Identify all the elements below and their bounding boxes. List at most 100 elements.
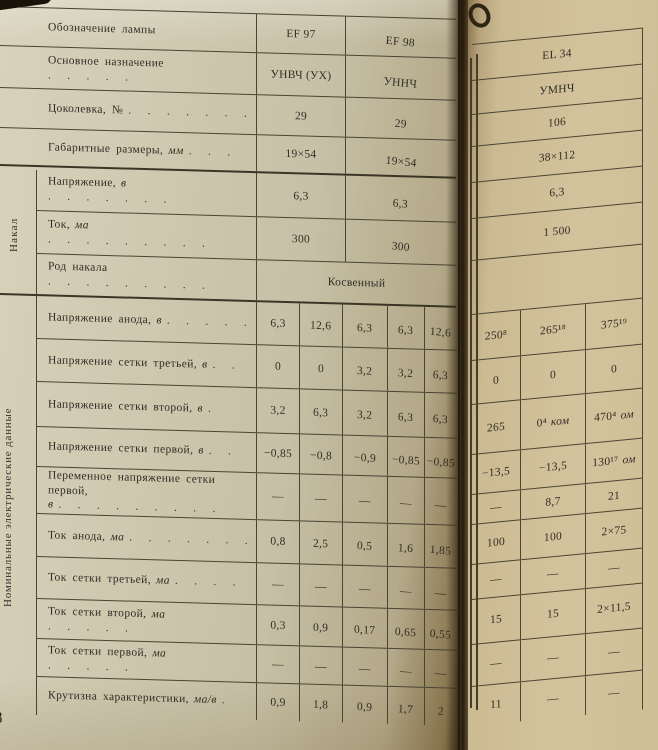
row-label-text: Напряжение анода, <box>48 310 152 326</box>
dot-leader: . . . . . <box>48 619 134 635</box>
cell-text: 6,3 <box>270 317 286 330</box>
cell-value: −0,9 <box>342 435 387 476</box>
cell-value: — <box>257 563 299 605</box>
cell-value: 6,3 <box>257 302 299 345</box>
cell-text: 6,3 <box>392 196 409 211</box>
cell-value: 300 <box>257 217 345 261</box>
cell-text: −0,85 <box>263 446 293 460</box>
cell-value: — <box>387 566 424 609</box>
cell-value: 0,3 <box>257 605 299 645</box>
section-divider-line <box>36 170 37 715</box>
cell-text: — <box>608 561 620 575</box>
cell-text: 265¹⁸ <box>539 322 567 337</box>
cell-text: 0 <box>549 368 557 381</box>
cell-value: 6,3 <box>345 175 456 222</box>
cell-text: — <box>272 490 284 503</box>
cell-text: −0,85 <box>391 453 421 468</box>
cell-text: 3,2 <box>357 408 373 422</box>
cell-value: 6,3 <box>387 305 424 349</box>
row-label-text: Напряжение сетки третьей, <box>48 353 198 371</box>
cell-text: 6,3 <box>397 411 414 425</box>
section-strip-cell <box>0 128 37 165</box>
cell-value: 0,8 <box>257 520 299 563</box>
row-label: Обозначение лампы <box>37 8 256 52</box>
cell-text: 8,7 <box>545 494 561 509</box>
row-values: 0,3 0,9 0,17 0,65 0,55 <box>256 605 457 650</box>
row-values: 0,9 1,8 0,9 1,7 2 <box>256 683 457 726</box>
cell-text: — <box>272 578 284 591</box>
cell-unit: ом <box>622 452 636 467</box>
cell-text: — <box>490 656 502 670</box>
cell-value: Косвенный <box>257 260 456 306</box>
cell-text: 300 <box>291 233 311 246</box>
row-values: 29 29 <box>256 95 456 140</box>
row-unit: мм <box>168 144 184 157</box>
cell-text: 15 <box>546 607 560 621</box>
row-values: 3,2 6,3 3,2 6,3 6,3 <box>256 388 457 438</box>
cell-value: 21 <box>585 478 642 514</box>
cell-text: 19×54 <box>285 147 317 161</box>
cell-text: 1,7 <box>397 702 414 716</box>
cell-value: 29 <box>257 95 345 136</box>
cell-value: — <box>520 634 585 682</box>
cell-value: — <box>472 560 520 599</box>
cell-text: 2,5 <box>313 537 329 551</box>
cell-value: — <box>472 490 520 524</box>
section-strip-cell <box>0 88 37 128</box>
cell-text: −13,5 <box>481 464 511 480</box>
row-label: Крутизна характеристики, ма/в. <box>37 677 256 720</box>
cell-value: 19×54 <box>257 135 345 173</box>
cell-text: 29 <box>394 117 408 131</box>
cell-value: УННЧ <box>345 55 456 100</box>
cell-text: — <box>314 580 327 593</box>
cell-unit: ом <box>620 407 634 422</box>
dot-leader: . . <box>212 358 241 372</box>
cell-value: 3,2 <box>342 347 387 391</box>
cell-value: 3,2 <box>387 348 424 392</box>
cell-value: 0,9 <box>299 606 342 647</box>
row-label-text: Ток анода, <box>48 528 106 543</box>
cell-text: УМНЧ <box>539 81 575 98</box>
cell-text: 6,3 <box>293 189 309 203</box>
dot-leader: . . . . . <box>166 314 253 329</box>
cell-text: 250⁸ <box>484 328 508 343</box>
cell-value: — <box>585 628 642 676</box>
cell-text: 300 <box>391 240 411 255</box>
row-unit: ма/в <box>193 693 217 707</box>
dot-leader: . . . . . . . . . <box>48 233 211 250</box>
cell-text: 0,8 <box>270 535 286 548</box>
cell-text: 0⁴ <box>536 416 547 430</box>
row-values: EF 97 EF 98 <box>256 14 456 58</box>
cell-value: — <box>520 676 585 722</box>
cell-text: — <box>547 567 559 581</box>
cell-text: 3,2 <box>357 364 373 378</box>
row-label: Напряжение анода, в . . . . . <box>37 296 256 344</box>
cell-value: 265¹⁸ <box>520 304 585 356</box>
cell-text: 106 <box>547 115 567 130</box>
cell-value: 0,65 <box>387 608 424 649</box>
cell-value: 2×11,5 <box>585 583 642 634</box>
cell-text: УНВЧ (УХ) <box>270 68 332 82</box>
cell-text: 130¹⁷ <box>592 454 619 469</box>
row-label: Переменное напряжение сетки первой, в. . … <box>37 467 256 519</box>
cell-text: 21 <box>607 489 621 503</box>
cell-value: 3,2 <box>257 388 299 433</box>
cell-text: — <box>358 495 372 508</box>
cell-value: 12,6 <box>299 303 342 347</box>
row-unit: ма <box>152 646 167 660</box>
row-values: — — — — — <box>256 645 457 688</box>
row-label-text: Обозначение лампы <box>48 20 156 36</box>
cell-value: 19×54 <box>345 137 456 177</box>
row-unit: в <box>48 498 54 511</box>
page-number: 8 <box>0 708 3 728</box>
cell-value: 0 <box>520 350 585 400</box>
cell-text: 0 <box>274 360 282 373</box>
cell-text: — <box>358 662 372 676</box>
cell-text: — <box>399 584 413 598</box>
cell-text: — <box>358 582 372 596</box>
cell-value: 3,2 <box>342 390 387 436</box>
dot-leader: . . . . . . . <box>129 531 254 547</box>
cell-value: — <box>299 646 342 685</box>
cell-text: EF 97 <box>286 27 316 41</box>
row-label-text: Ток, <box>48 218 70 232</box>
